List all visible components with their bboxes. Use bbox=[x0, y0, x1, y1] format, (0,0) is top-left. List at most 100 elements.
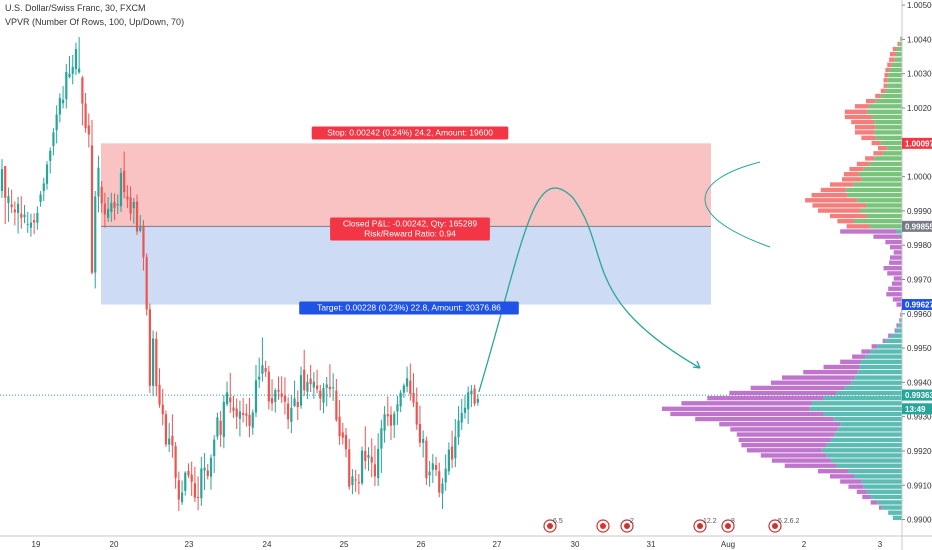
candle-body bbox=[45, 164, 49, 184]
vp-up-bar bbox=[854, 219, 902, 224]
vp-up-bar bbox=[833, 416, 902, 422]
price-tag-text: 13:49 bbox=[905, 405, 926, 414]
vp-down-bar bbox=[884, 72, 889, 78]
candle-body bbox=[203, 467, 206, 471]
vp-up-bar bbox=[877, 344, 902, 349]
vp-up-bar bbox=[885, 88, 902, 94]
candle-body bbox=[0, 169, 4, 192]
vp-up-bar bbox=[875, 98, 902, 104]
x-tick-label: Aug bbox=[721, 540, 735, 549]
candle-body bbox=[303, 369, 306, 391]
vp-up-bar bbox=[882, 151, 902, 156]
vp-up-bar bbox=[851, 380, 902, 385]
candle-body bbox=[254, 380, 258, 413]
vp-up-bar bbox=[888, 510, 902, 515]
candle-body bbox=[33, 220, 36, 223]
candle-body bbox=[258, 376, 261, 380]
candle-body bbox=[135, 201, 139, 232]
candle-body bbox=[264, 367, 267, 372]
vp-up-bar bbox=[830, 437, 902, 443]
candle-body bbox=[10, 204, 13, 208]
candle-body bbox=[197, 496, 200, 498]
vp-up-bar bbox=[836, 463, 902, 468]
vp-up-bar bbox=[858, 172, 902, 177]
vp-down-bar bbox=[729, 390, 837, 396]
event-marker: 2 bbox=[620, 518, 634, 533]
candle-body bbox=[476, 398, 479, 403]
vp-down-bar bbox=[880, 88, 886, 94]
vp-up-bar bbox=[874, 119, 902, 125]
event-label: 8 bbox=[731, 518, 735, 525]
vp-up-bar bbox=[847, 192, 902, 198]
candle-body bbox=[20, 213, 23, 218]
candle-body bbox=[225, 392, 229, 404]
vp-up-bar bbox=[826, 442, 902, 448]
candle-body bbox=[222, 401, 225, 437]
candle-body bbox=[145, 257, 148, 310]
candle-body bbox=[61, 99, 65, 104]
candle-body bbox=[74, 49, 78, 69]
vp-down-bar bbox=[897, 41, 900, 47]
event-dot bbox=[600, 523, 606, 529]
vp-up-bar bbox=[880, 140, 902, 146]
vp-down-bar bbox=[738, 437, 831, 443]
vp-down-bar bbox=[849, 166, 864, 172]
price-tag-bg bbox=[902, 389, 932, 401]
vp-up-bar bbox=[830, 458, 902, 463]
x-tick-label: 19 bbox=[32, 540, 41, 549]
vp-up-bar bbox=[866, 489, 902, 494]
vp-down-bar bbox=[750, 385, 845, 391]
vp-down-bar bbox=[670, 411, 824, 417]
candle-body bbox=[415, 401, 418, 425]
vp-down-bar bbox=[870, 500, 878, 505]
vp-down-bar bbox=[840, 229, 897, 234]
candle-body bbox=[65, 72, 68, 100]
candle-body bbox=[463, 407, 467, 413]
event-dot bbox=[547, 523, 553, 529]
vp-down-bar bbox=[707, 395, 824, 401]
y-tick-label: 1.00000 bbox=[907, 173, 932, 182]
vp-down-bar bbox=[695, 416, 834, 422]
vp-up-bar bbox=[848, 469, 902, 474]
candle-body bbox=[16, 203, 20, 213]
candle-body bbox=[139, 227, 142, 231]
candle-body bbox=[274, 390, 277, 402]
candle-body bbox=[13, 209, 16, 213]
vp-up-bar bbox=[871, 114, 902, 120]
candle-body bbox=[4, 165, 7, 198]
vp-up-bar bbox=[811, 401, 902, 406]
event-dot bbox=[624, 523, 630, 529]
vp-up-bar bbox=[894, 57, 902, 62]
candles bbox=[0, 37, 479, 511]
vp-down-bar bbox=[875, 93, 881, 99]
candle-body bbox=[81, 77, 84, 104]
candle-body bbox=[123, 170, 126, 193]
candle-body bbox=[36, 212, 39, 223]
vp-down-bar bbox=[818, 208, 861, 213]
position-zones bbox=[0, 143, 902, 396]
vp-down-bar bbox=[873, 234, 902, 239]
candle-body bbox=[354, 479, 357, 481]
candle-body bbox=[100, 186, 103, 204]
x-tick-label: 30 bbox=[571, 540, 580, 549]
vp-up-bar bbox=[889, 67, 902, 73]
candle-body bbox=[232, 407, 235, 411]
candle-body bbox=[399, 392, 402, 407]
vp-down-bar bbox=[812, 203, 866, 208]
pnl-label: Closed P&L: -0.00242, Qty: 165289Risk/Re… bbox=[330, 217, 490, 241]
vp-up-bar bbox=[887, 83, 902, 88]
candle-body bbox=[428, 471, 431, 476]
vp-down-bar bbox=[770, 380, 852, 385]
event-marker: 8 bbox=[721, 518, 735, 533]
candle-body bbox=[39, 194, 42, 202]
vp-up-bar bbox=[880, 93, 902, 99]
vp-up-bar bbox=[826, 453, 902, 458]
y-tick-label: 1.00200 bbox=[907, 104, 932, 113]
indicator-legend[interactable]: VPVR (Number Of Rows, 100, Up/Down, 70) bbox=[5, 17, 185, 27]
candle-body bbox=[309, 378, 312, 385]
vp-up-bar bbox=[866, 213, 902, 219]
